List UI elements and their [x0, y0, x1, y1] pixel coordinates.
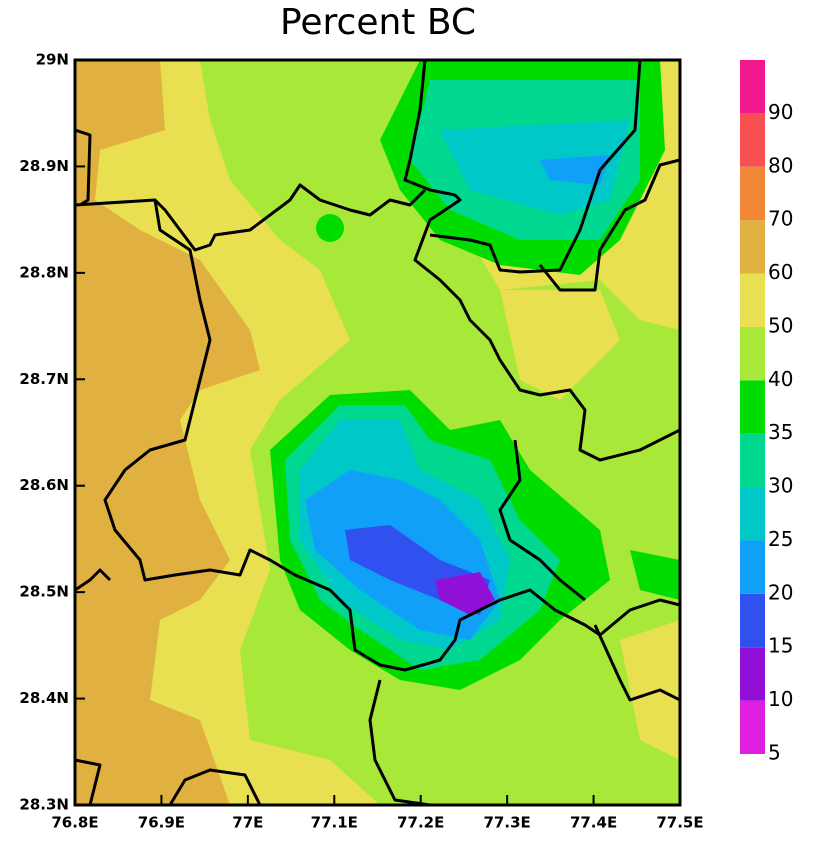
- boundary: [103, 199, 680, 672]
- y-tick-label: 28.3N: [19, 796, 69, 814]
- colorbar-label: 70: [768, 207, 793, 231]
- boundary: [403, 60, 680, 462]
- y-tick-label: 29N: [36, 51, 69, 69]
- colorbar-bin: [740, 113, 765, 167]
- colorbar-bin: [740, 700, 765, 754]
- colorbar-label: 90: [768, 100, 793, 124]
- colorbar-bin: [740, 326, 765, 381]
- colorbar-bin: [740, 593, 765, 648]
- colorbar-bin: [740, 647, 765, 701]
- boundary: [75, 758, 262, 805]
- colorbar-bin: [740, 380, 765, 434]
- contour-fill: [620, 620, 680, 760]
- boundary: [75, 128, 427, 252]
- contour-fill: [500, 290, 620, 400]
- y-tick-label: 28.8N: [19, 263, 69, 281]
- x-tick-label: 77E: [232, 814, 263, 832]
- contour-fill: [540, 155, 610, 185]
- colorbar-bin: [740, 166, 765, 221]
- y-tick-label: 28.7N: [19, 370, 69, 388]
- x-tick-label: 77.1E: [311, 814, 358, 832]
- chart-title: Percent BC: [280, 2, 476, 43]
- x-tick-label: 77.5E: [656, 814, 703, 832]
- colorbar-bin: [740, 273, 765, 327]
- colorbar-bin: [740, 487, 765, 541]
- colorbar-label: 15: [768, 634, 793, 658]
- x-tick-label: 77.4E: [570, 814, 617, 832]
- colorbar-label: 40: [768, 367, 793, 391]
- colorbar-bin: [740, 433, 765, 488]
- colorbar-label: 60: [768, 260, 793, 284]
- y-tick-label: 28.5N: [19, 583, 69, 601]
- colorbar-label: 25: [768, 527, 793, 551]
- contour-fill: [440, 120, 630, 215]
- x-tick-label: 77.3E: [484, 814, 531, 832]
- x-tick-label: 77.2E: [397, 814, 444, 832]
- contour-fill: [75, 60, 260, 805]
- contour-fill: [435, 572, 495, 615]
- plot-frame: [73, 58, 682, 807]
- colorbar-label: 20: [768, 580, 793, 604]
- colorbar-bin: [740, 540, 765, 594]
- colorbar-bin: [740, 220, 765, 274]
- y-tick-label: 28.9N: [19, 157, 69, 175]
- boundary: [429, 60, 642, 274]
- contour-fill: [316, 214, 344, 242]
- colorbar-label: 10: [768, 687, 793, 711]
- boundary: [593, 624, 680, 702]
- y-tick-label: 28.6N: [19, 476, 69, 494]
- boundary: [538, 158, 680, 292]
- boundary: [75, 568, 431, 805]
- colorbar-label: 30: [768, 474, 793, 498]
- colorbar-label: 50: [768, 313, 793, 337]
- colorbar-label: 5: [768, 741, 781, 765]
- colorbar-label: 35: [768, 420, 793, 444]
- contour-fill: [630, 550, 680, 600]
- x-tick-label: 76.9E: [138, 814, 185, 832]
- y-tick-label: 28.4N: [19, 689, 69, 707]
- colorbar-bin: [740, 60, 765, 114]
- x-tick-label: 76.8E: [51, 814, 98, 832]
- boundary: [498, 439, 586, 602]
- contour-field: [75, 60, 680, 805]
- colorbar-label: 80: [768, 153, 793, 177]
